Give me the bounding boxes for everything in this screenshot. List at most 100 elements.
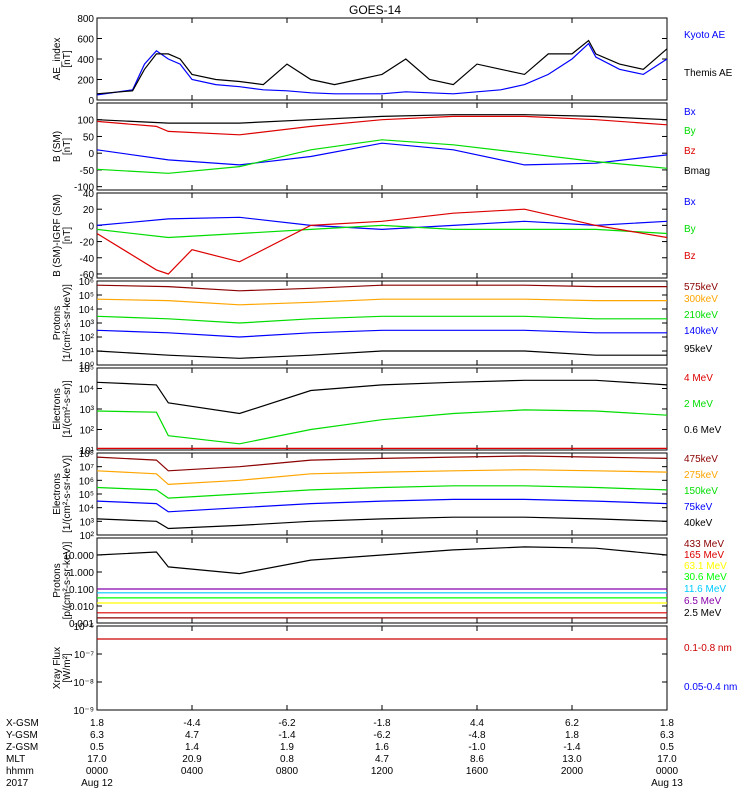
series-line-2-5-mev xyxy=(96,546,668,575)
x-row-value: 1.4 xyxy=(185,742,199,753)
y-tick-label: 10⁴ xyxy=(79,305,94,316)
series-line-150kev xyxy=(96,485,668,499)
y-tick-label: 10⁸ xyxy=(79,449,94,460)
y-tick-label: -50 xyxy=(80,166,95,177)
x-row-value: 2000 xyxy=(561,766,584,777)
x-row-value: 13.0 xyxy=(562,754,582,765)
y-tick-label: 10⁻⁸ xyxy=(73,678,94,689)
legend-entry: 11.6 MeV xyxy=(684,584,726,595)
panel-bsm_igrf: -60 -40 -20 0 20 40 B (SM)-IGRF (SM) [nT] Bx By Bz xyxy=(52,189,696,281)
legend-entry: 95keV xyxy=(684,344,713,355)
y-axis-label: B (SM)-IGRF (SM) xyxy=(52,194,63,277)
legend-entry: 2 MeV xyxy=(684,399,713,410)
y-tick-label: 10³ xyxy=(80,405,95,416)
legend-entry: 433 MeV xyxy=(684,539,724,550)
series-line-275kev xyxy=(96,469,668,486)
x-row-value: 17.0 xyxy=(87,754,107,765)
y-tick-label: 10³ xyxy=(80,517,95,528)
panel-frame xyxy=(96,537,668,624)
x-row-value: 1.6 xyxy=(375,742,389,753)
legend-entry: Bx xyxy=(684,197,696,208)
legend-entry: Kyoto AE xyxy=(684,30,725,41)
y-tick-label: 10⁶ xyxy=(79,277,94,288)
chart-title: GOES-14 xyxy=(349,3,401,17)
legend-entry: 150keV xyxy=(684,486,718,497)
x-row-value: 17.0 xyxy=(657,754,677,765)
x-row-value: Aug 13 xyxy=(651,778,683,789)
y-tick-label: 10⁴ xyxy=(79,504,94,515)
y-tick-label: 10⁶ xyxy=(79,476,94,487)
series-line-300kev xyxy=(96,298,667,306)
legend-entry: 30.6 MeV xyxy=(684,572,727,583)
x-row-value: 0000 xyxy=(656,766,679,777)
x-row-value: -1.4 xyxy=(563,742,581,753)
legend-entry: 210keV xyxy=(684,310,718,321)
y-axis-label: Electrons xyxy=(52,473,63,515)
x-row-value: 0.5 xyxy=(90,742,104,753)
legend-entry: Bmag xyxy=(684,166,710,177)
legend-entry: 0.05-0.4 nm xyxy=(684,682,737,693)
series-line-by xyxy=(96,139,668,174)
series-line-by xyxy=(96,224,668,239)
y-tick-label: 10⁵ xyxy=(79,490,94,501)
legend-entry: Bz xyxy=(684,146,696,157)
x-row-value: -1.0 xyxy=(468,742,486,753)
legend-entry: Bx xyxy=(684,107,696,118)
legend-entry: 63.1 MeV xyxy=(684,561,727,572)
y-tick-label: 0 xyxy=(88,221,94,232)
y-tick-label: 10⁴ xyxy=(79,385,94,396)
y-tick-label: 10⁻⁶ xyxy=(73,622,94,633)
panel-frame xyxy=(96,280,668,366)
y-tick-label: 10⁻⁹ xyxy=(73,706,94,717)
legend-entry: 6.5 MeV xyxy=(684,596,722,607)
x-row-value: 1.8 xyxy=(660,718,674,729)
x-row-value: 6.2 xyxy=(565,718,579,729)
legend-entry: 75keV xyxy=(684,502,713,513)
x-row-label: MLT xyxy=(6,754,25,765)
y-tick-label: 50 xyxy=(83,132,95,143)
y-tick-label: 800 xyxy=(77,14,94,25)
panel-ae: 0 200 400 600 800 AE_index [nT] Kyoto AE Themis … xyxy=(52,14,733,107)
x-row-value: 1.8 xyxy=(565,730,579,741)
y-tick-label: 40 xyxy=(83,189,95,200)
x-row-value: 1.8 xyxy=(90,718,104,729)
legend-entry: 475keV xyxy=(684,454,718,465)
legend-entry: 4 MeV xyxy=(684,373,713,384)
legend-entry: By xyxy=(684,126,696,137)
x-row-value: Aug 12 xyxy=(81,778,113,789)
y-tick-label: 0.001 xyxy=(69,619,94,630)
legend-entry: 2.5 MeV xyxy=(684,608,722,619)
y-tick-label: 10⁰ xyxy=(79,361,94,372)
x-row-value: -4.8 xyxy=(468,730,486,741)
x-row-value: 20.9 xyxy=(182,754,202,765)
y-axis-label: Protons xyxy=(52,306,63,340)
x-row-value: 0000 xyxy=(86,766,109,777)
y-tick-label: 1.000 xyxy=(69,568,94,579)
y-tick-label: 400 xyxy=(77,55,94,66)
x-row-label: X-GSM xyxy=(6,718,39,729)
panel-xray: 10⁻⁹ 10⁻⁸ 10⁻⁷ 10⁻⁶ Xray Flux [W/m²] 0.1-0.8 n… xyxy=(52,622,737,717)
panel-electrons_low: 10² 10³ 10⁴ 10⁵ 10⁶ 10⁷ 10⁸ Electrons [1/(cm²-s-… xyxy=(52,449,718,542)
y-axis-label: Xray Flux xyxy=(52,647,63,689)
panel-bsm: -100 -50 0 50 100 B (SM) [nT] Bx By Bz Bmag xyxy=(52,102,710,194)
y-axis-label: [1/(cm²-s-sr-keV)] xyxy=(62,284,73,362)
x-row-value: -6.2 xyxy=(278,718,296,729)
x-row-value: -1.4 xyxy=(278,730,296,741)
y-tick-label: 10⁵ xyxy=(79,364,94,375)
y-tick-label: 600 xyxy=(77,35,94,46)
series-line-575kev xyxy=(96,284,667,292)
x-row-value: 0400 xyxy=(181,766,204,777)
y-axis-label: [1/(cm²-s-sr-keV)] xyxy=(62,455,73,533)
x-axis-annotation: X-GSMY-GSMZ-GSMMLThhmm20171.86.30.517.00… xyxy=(6,718,683,789)
y-axis-label: [nT] xyxy=(62,227,73,244)
x-row-label: Z-GSM xyxy=(6,742,38,753)
y-tick-label: 10⁻⁷ xyxy=(74,650,94,661)
y-axis-label: B (SM) xyxy=(52,131,63,162)
y-axis-label: [1/(cm²-s-sr)] xyxy=(62,380,73,437)
y-tick-label: 10¹ xyxy=(80,446,95,457)
x-row-value: 4.4 xyxy=(470,718,484,729)
y-tick-label: 10⁵ xyxy=(79,291,94,302)
x-row-value: 6.3 xyxy=(90,730,104,741)
y-tick-label: 200 xyxy=(77,76,94,87)
